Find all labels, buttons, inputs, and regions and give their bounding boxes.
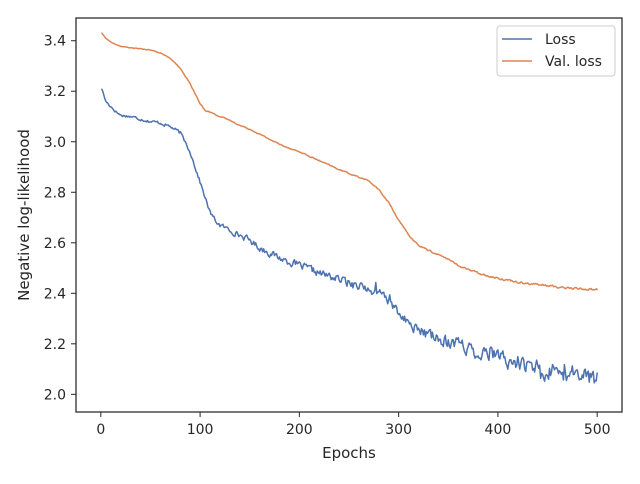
x-tick-label: 500 xyxy=(584,422,611,438)
x-tick-label: 300 xyxy=(385,422,412,438)
y-tick-label: 2.0 xyxy=(44,387,66,403)
x-axis-label: Epochs xyxy=(322,444,376,462)
y-tick-label: 2.2 xyxy=(44,337,66,353)
x-tick-label: 100 xyxy=(187,422,214,438)
y-axis-ticks: 2.0 2.2 2.4 2.6 2.8 3.0 3.2 3.4 xyxy=(44,34,76,403)
x-axis-ticks: 0 100 200 300 400 500 xyxy=(96,412,611,438)
plot-area xyxy=(101,32,598,384)
y-tick-label: 3.0 xyxy=(44,135,66,151)
x-tick-label: 400 xyxy=(485,422,512,438)
x-tick-label: 200 xyxy=(286,422,313,438)
y-tick-label: 2.6 xyxy=(44,236,66,252)
plot-frame xyxy=(75,17,623,413)
y-tick-label: 3.2 xyxy=(44,84,66,100)
y-tick-label: 3.4 xyxy=(44,34,66,50)
y-tick-label: 2.4 xyxy=(44,286,66,302)
series-line-1 xyxy=(101,32,598,291)
legend-label-1: Val. loss xyxy=(545,54,602,70)
legend-label-0: Loss xyxy=(545,32,576,48)
series-line-0 xyxy=(101,88,598,384)
legend: Loss Val. loss xyxy=(496,25,616,77)
y-tick-label: 2.8 xyxy=(44,185,66,201)
y-axis-label: Negative log-likelihood xyxy=(15,129,33,301)
x-tick-label: 0 xyxy=(96,422,105,438)
legend-items: Loss Val. loss xyxy=(502,32,602,70)
